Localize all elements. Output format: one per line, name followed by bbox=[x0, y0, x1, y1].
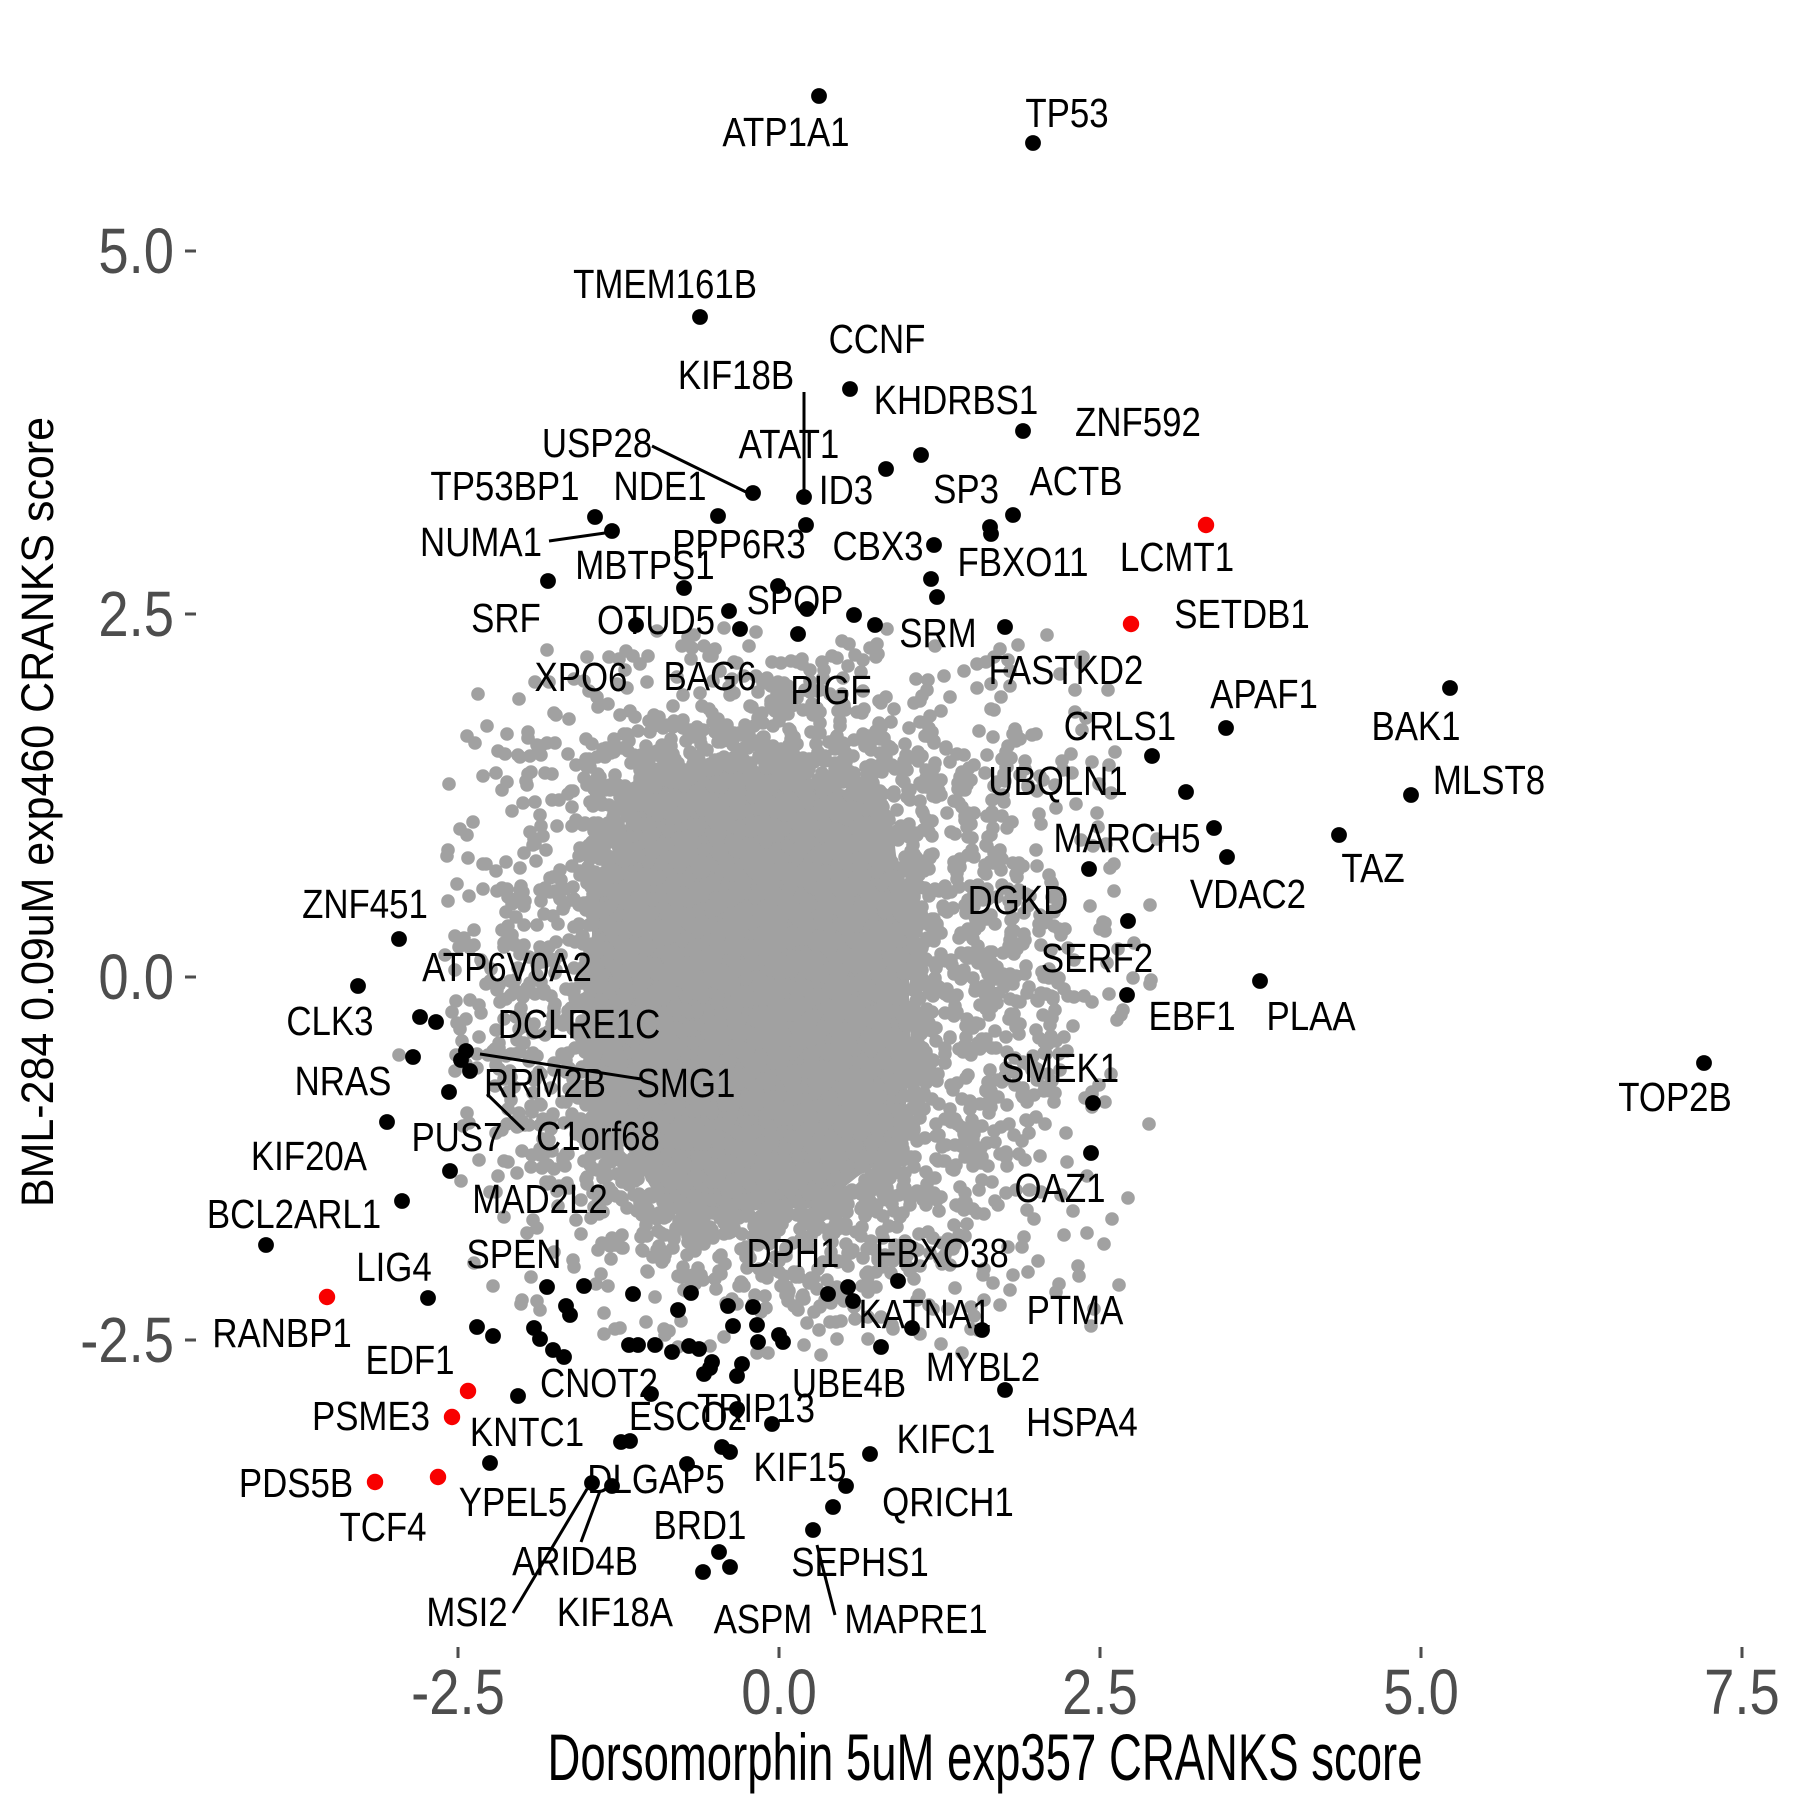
svg-text:MSI2: MSI2 bbox=[426, 1590, 507, 1635]
svg-text:KIF18A: KIF18A bbox=[557, 1590, 674, 1635]
svg-text:ID3: ID3 bbox=[819, 468, 873, 513]
svg-text:SMG1: SMG1 bbox=[637, 1061, 736, 1106]
svg-text:NUMA1: NUMA1 bbox=[420, 520, 542, 565]
svg-text:-2.5: -2.5 bbox=[80, 1304, 174, 1376]
svg-text:XPO6: XPO6 bbox=[535, 655, 628, 700]
svg-text:HSPA4: HSPA4 bbox=[1026, 1400, 1138, 1445]
svg-text:APAF1: APAF1 bbox=[1210, 672, 1318, 717]
svg-text:KATNA1: KATNA1 bbox=[859, 1292, 992, 1337]
svg-text:SMEK1: SMEK1 bbox=[1001, 1046, 1119, 1091]
svg-text:2.5: 2.5 bbox=[98, 578, 174, 650]
svg-text:LIG4: LIG4 bbox=[356, 1245, 432, 1290]
svg-text:OTUD5: OTUD5 bbox=[597, 598, 715, 643]
svg-text:-2.5: -2.5 bbox=[411, 1656, 505, 1728]
svg-text:ATAT1: ATAT1 bbox=[739, 422, 840, 467]
svg-text:DGKD: DGKD bbox=[968, 878, 1069, 923]
svg-text:KNTC1: KNTC1 bbox=[470, 1410, 584, 1455]
svg-text:KIF15: KIF15 bbox=[754, 1445, 847, 1490]
svg-text:VDAC2: VDAC2 bbox=[1190, 872, 1306, 917]
svg-text:DCLRE1C: DCLRE1C bbox=[498, 1002, 661, 1047]
svg-text:0.0: 0.0 bbox=[98, 941, 174, 1013]
svg-text:MYBL2: MYBL2 bbox=[926, 1345, 1040, 1390]
svg-text:BAK1: BAK1 bbox=[1371, 704, 1460, 749]
svg-text:PUS7: PUS7 bbox=[411, 1115, 502, 1160]
svg-text:BAG6: BAG6 bbox=[664, 654, 757, 699]
svg-text:BML-284 0.09uM exp460 CRANKS s: BML-284 0.09uM exp460 CRANKS score bbox=[12, 417, 63, 1207]
svg-text:0.0: 0.0 bbox=[741, 1656, 817, 1728]
svg-text:7.5: 7.5 bbox=[1704, 1656, 1780, 1728]
svg-text:TAZ: TAZ bbox=[1341, 846, 1404, 891]
svg-text:ZNF451: ZNF451 bbox=[302, 882, 428, 927]
svg-text:SRF: SRF bbox=[471, 596, 541, 641]
svg-text:EDF1: EDF1 bbox=[366, 1338, 455, 1383]
svg-text:KIF18B: KIF18B bbox=[678, 353, 794, 398]
svg-text:UBQLN1: UBQLN1 bbox=[988, 759, 1127, 804]
svg-text:MAPRE1: MAPRE1 bbox=[844, 1597, 987, 1642]
svg-text:KHDRBS1: KHDRBS1 bbox=[874, 378, 1039, 423]
svg-text:YPEL5: YPEL5 bbox=[459, 1480, 567, 1525]
svg-text:SEPHS1: SEPHS1 bbox=[791, 1540, 928, 1585]
svg-text:CRLS1: CRLS1 bbox=[1064, 704, 1176, 749]
svg-text:TOP2B: TOP2B bbox=[1618, 1075, 1732, 1120]
svg-text:RANBP1: RANBP1 bbox=[212, 1311, 351, 1356]
svg-text:ATP1A1: ATP1A1 bbox=[722, 110, 849, 155]
svg-text:NRAS: NRAS bbox=[295, 1059, 392, 1104]
svg-text:CBX3: CBX3 bbox=[832, 524, 923, 569]
svg-text:SPOP: SPOP bbox=[747, 578, 844, 623]
svg-text:SP3: SP3 bbox=[933, 467, 999, 512]
svg-text:PPP6R3: PPP6R3 bbox=[672, 522, 806, 567]
svg-text:OAZ1: OAZ1 bbox=[1015, 1166, 1106, 1211]
svg-text:MBTPS1: MBTPS1 bbox=[575, 543, 714, 588]
svg-text:TP53: TP53 bbox=[1025, 91, 1108, 136]
svg-text:PDS5B: PDS5B bbox=[239, 1461, 353, 1506]
svg-text:ASPM: ASPM bbox=[714, 1597, 813, 1642]
svg-text:FBXO11: FBXO11 bbox=[957, 540, 1088, 585]
svg-text:USP28: USP28 bbox=[542, 421, 652, 466]
svg-text:CLK3: CLK3 bbox=[286, 999, 373, 1044]
svg-text:KIF20A: KIF20A bbox=[251, 1134, 368, 1179]
svg-text:UBE4B: UBE4B bbox=[792, 1361, 906, 1406]
svg-text:DPH1: DPH1 bbox=[747, 1231, 840, 1276]
svg-text:SRM: SRM bbox=[899, 611, 976, 656]
svg-text:MARCH5: MARCH5 bbox=[1053, 816, 1200, 861]
svg-text:ZNF592: ZNF592 bbox=[1075, 400, 1201, 445]
svg-text:ESCO2: ESCO2 bbox=[629, 1394, 747, 1439]
svg-text:KIFC1: KIFC1 bbox=[897, 1417, 996, 1462]
svg-text:MLST8: MLST8 bbox=[1433, 758, 1545, 803]
svg-text:TP53BP1: TP53BP1 bbox=[430, 464, 579, 509]
svg-text:RRM2B: RRM2B bbox=[484, 1061, 606, 1106]
svg-text:ACTB: ACTB bbox=[1030, 459, 1123, 504]
svg-text:CNOT2: CNOT2 bbox=[540, 1361, 658, 1406]
svg-text:PLAA: PLAA bbox=[1266, 994, 1356, 1039]
svg-text:TRIP13: TRIP13 bbox=[697, 1386, 815, 1431]
svg-text:5.0: 5.0 bbox=[1383, 1656, 1459, 1728]
svg-text:TCF4: TCF4 bbox=[339, 1505, 426, 1550]
svg-text:PIGF: PIGF bbox=[790, 668, 871, 713]
svg-text:FASTKD2: FASTKD2 bbox=[989, 648, 1144, 693]
svg-text:ARID4B: ARID4B bbox=[512, 1539, 638, 1584]
svg-text:QRICH1: QRICH1 bbox=[882, 1480, 1014, 1525]
svg-text:SPEN: SPEN bbox=[467, 1232, 562, 1277]
svg-text:BCL2ARL1: BCL2ARL1 bbox=[207, 1192, 381, 1237]
svg-text:BRD1: BRD1 bbox=[654, 1503, 747, 1548]
svg-text:DLGAP5: DLGAP5 bbox=[587, 1457, 724, 1502]
svg-text:PSME3: PSME3 bbox=[312, 1394, 430, 1439]
svg-text:SETDB1: SETDB1 bbox=[1174, 592, 1310, 637]
svg-text:MAD2L2: MAD2L2 bbox=[472, 1177, 608, 1222]
svg-text:C1orf68: C1orf68 bbox=[536, 1114, 660, 1159]
svg-text:NDE1: NDE1 bbox=[614, 464, 707, 509]
svg-text:2.5: 2.5 bbox=[1062, 1656, 1138, 1728]
svg-text:EBF1: EBF1 bbox=[1148, 994, 1235, 1039]
svg-text:FBXO38: FBXO38 bbox=[875, 1231, 1009, 1276]
svg-text:ATP6V0A2: ATP6V0A2 bbox=[422, 945, 592, 990]
svg-text:TMEM161B: TMEM161B bbox=[573, 262, 757, 307]
svg-text:LCMT1: LCMT1 bbox=[1120, 535, 1234, 580]
svg-text:PTMA: PTMA bbox=[1027, 1288, 1124, 1333]
svg-text:Dorsomorphin 5uM exp357 CRANKS: Dorsomorphin 5uM exp357 CRANKS score bbox=[548, 1720, 1423, 1794]
svg-text:SERF2: SERF2 bbox=[1041, 936, 1153, 981]
svg-text:CCNF: CCNF bbox=[829, 317, 926, 362]
svg-text:5.0: 5.0 bbox=[98, 215, 174, 287]
